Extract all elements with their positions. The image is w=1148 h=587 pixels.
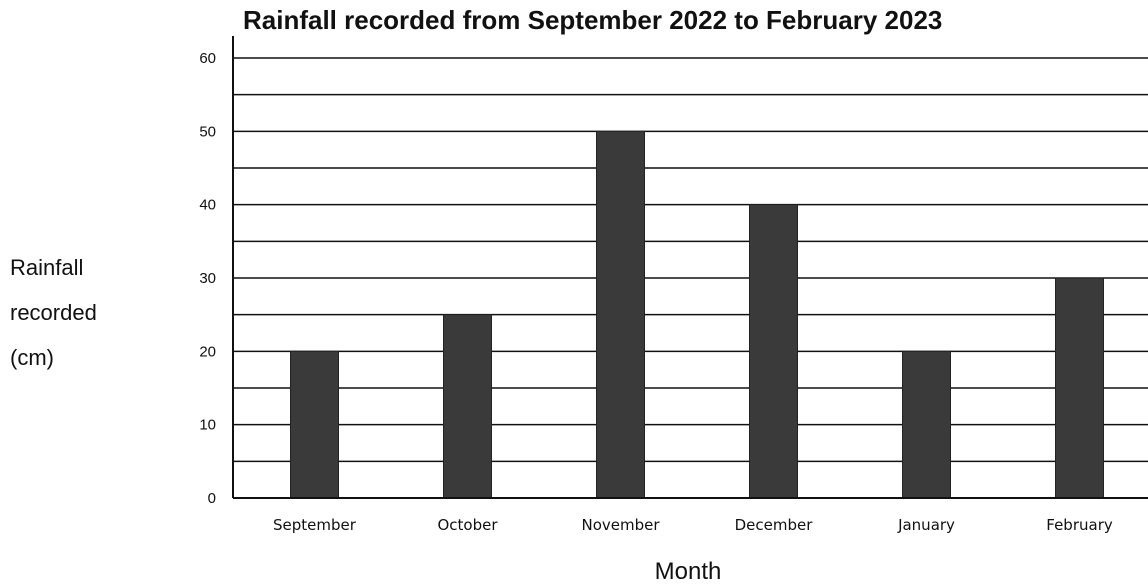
x-axis-label: Month xyxy=(655,558,722,585)
x-tick-label-september: September xyxy=(273,516,357,534)
axes xyxy=(232,36,1148,499)
chart-title: Rainfall recorded from September 2022 to… xyxy=(243,5,942,35)
bar-october xyxy=(443,314,492,499)
x-tick-label-january: January xyxy=(897,516,955,534)
y-tick-label-40: 40 xyxy=(199,197,216,214)
y-axis-label-line-3: (cm) xyxy=(10,345,54,370)
bars xyxy=(290,130,1104,499)
x-tick-label-october: October xyxy=(437,516,498,534)
x-tick-label-november: November xyxy=(581,516,660,534)
x-tick-label-december: December xyxy=(735,516,814,534)
y-tick-label-10: 10 xyxy=(199,417,216,434)
y-tick-labels: 0 10 20 30 40 50 60 xyxy=(199,50,216,507)
bar-january xyxy=(902,350,951,499)
y-axis-label-line-1: Rainfall xyxy=(10,255,83,280)
bar-december xyxy=(749,204,798,499)
y-tick-label-60: 60 xyxy=(199,50,216,67)
y-tick-label-50: 50 xyxy=(199,123,216,140)
y-tick-label-20: 20 xyxy=(199,343,216,360)
x-tick-labels: September October November December January F… xyxy=(273,516,1113,534)
x-tick-label-february: February xyxy=(1046,516,1113,534)
y-axis-label-line-2: recorded xyxy=(10,300,97,325)
y-tick-label-0: 0 xyxy=(208,490,216,507)
bar-november xyxy=(596,130,645,499)
grid-lines xyxy=(233,57,1148,463)
bar-february xyxy=(1055,277,1104,499)
y-tick-label-30: 30 xyxy=(199,270,216,287)
bar-september xyxy=(290,350,339,499)
